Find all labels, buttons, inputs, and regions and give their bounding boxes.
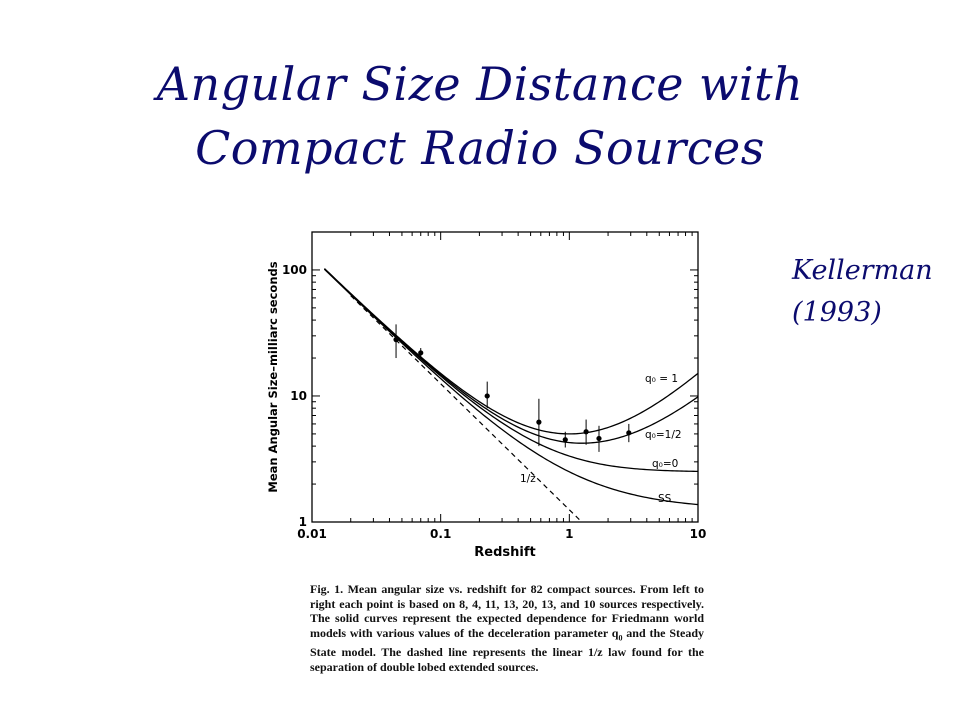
y-tick-label: 100 xyxy=(282,263,307,277)
curve-label: q₀=0 xyxy=(652,458,678,470)
data-points xyxy=(393,324,632,452)
x-tick-label: 0.01 xyxy=(297,527,327,541)
curve-label: q₀=1/2 xyxy=(645,429,682,441)
y-tick-labels: 1 10 100 xyxy=(282,263,307,529)
data-point xyxy=(418,350,424,356)
data-point xyxy=(484,393,490,399)
data-point xyxy=(596,435,602,442)
curve-q0-0 xyxy=(324,268,699,473)
citation-author: Kellerman xyxy=(792,255,933,286)
y-tick-label: 1 xyxy=(299,515,307,529)
curve-q0-1 xyxy=(324,268,699,435)
curve-label: SS xyxy=(658,493,672,505)
data-point xyxy=(583,429,589,435)
y-axis-label: Mean Angular Size–milliarc seconds xyxy=(266,261,280,492)
data-point xyxy=(626,430,632,436)
y-tick-label: 10 xyxy=(290,389,307,403)
slide-title: Angular Size Distance with Compact Radio… xyxy=(0,52,960,180)
x-tick-label: 10 xyxy=(690,527,707,541)
data-point xyxy=(536,419,542,425)
x-tick-label: 1 xyxy=(565,527,573,541)
data-point xyxy=(562,437,568,443)
figure-caption: Fig. 1. Mean angular size vs. redshift f… xyxy=(310,582,704,674)
slide-title-line-1: Angular Size Distance with xyxy=(156,57,804,111)
curve-labels: q₀ = 1 q₀=1/2 q₀=0 SS 1/z xyxy=(520,373,682,505)
caption-subscript: 0 xyxy=(618,632,623,642)
curve-label: 1/z xyxy=(520,473,536,485)
model-curves xyxy=(324,268,699,523)
curve-steady-state xyxy=(324,268,699,506)
curve-label: q₀ = 1 xyxy=(645,373,678,385)
data-point xyxy=(393,337,399,343)
caption-fig-label: Fig. 1. xyxy=(310,582,344,596)
caption-text-part-1: Mean angular size vs. redshift for 82 co… xyxy=(310,582,705,640)
curve-q0-half xyxy=(324,268,699,444)
x-axis-label: Redshift xyxy=(474,545,535,560)
citation-year: (1993) xyxy=(792,297,882,328)
x-tick-label: 0.1 xyxy=(430,527,451,541)
citation: Kellerman (1993) xyxy=(792,250,933,334)
axis-ticks xyxy=(311,231,698,523)
x-tick-labels: 0.01 0.1 1 10 xyxy=(297,527,706,541)
plot-frame xyxy=(311,231,699,523)
curve-linear-1-over-z xyxy=(350,295,583,523)
slide-title-line-2: Compact Radio Sources xyxy=(195,121,765,175)
caption-text-part-2: and the Steady State model. The dashed l… xyxy=(310,625,705,674)
